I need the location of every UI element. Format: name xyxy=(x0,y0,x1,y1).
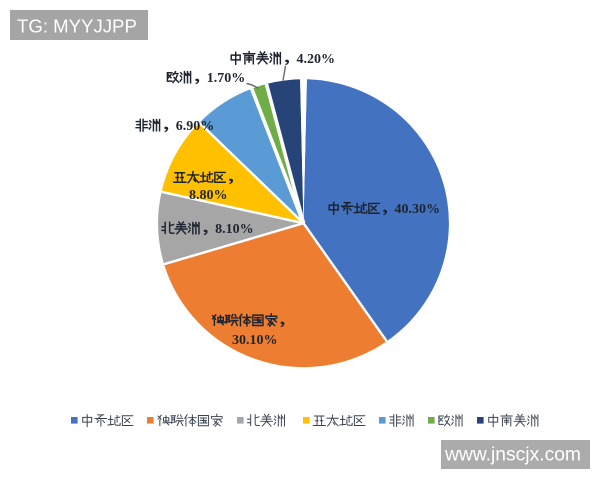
svg-text:30.10%: 30.10% xyxy=(232,333,278,348)
svg-text:6.90%: 6.90% xyxy=(176,119,215,134)
svg-text:1.70%: 1.70% xyxy=(207,71,246,86)
svg-text:www.jnscjx.com: www.jnscjx.com xyxy=(444,444,581,465)
svg-text:8.10%: 8.10% xyxy=(215,222,254,237)
svg-text:40.30%: 40.30% xyxy=(395,202,441,217)
svg-text:TG: MYYJJPP: TG: MYYJJPP xyxy=(17,16,137,37)
svg-text:4.20%: 4.20% xyxy=(297,52,336,67)
svg-text:8.80%: 8.80% xyxy=(189,188,228,203)
